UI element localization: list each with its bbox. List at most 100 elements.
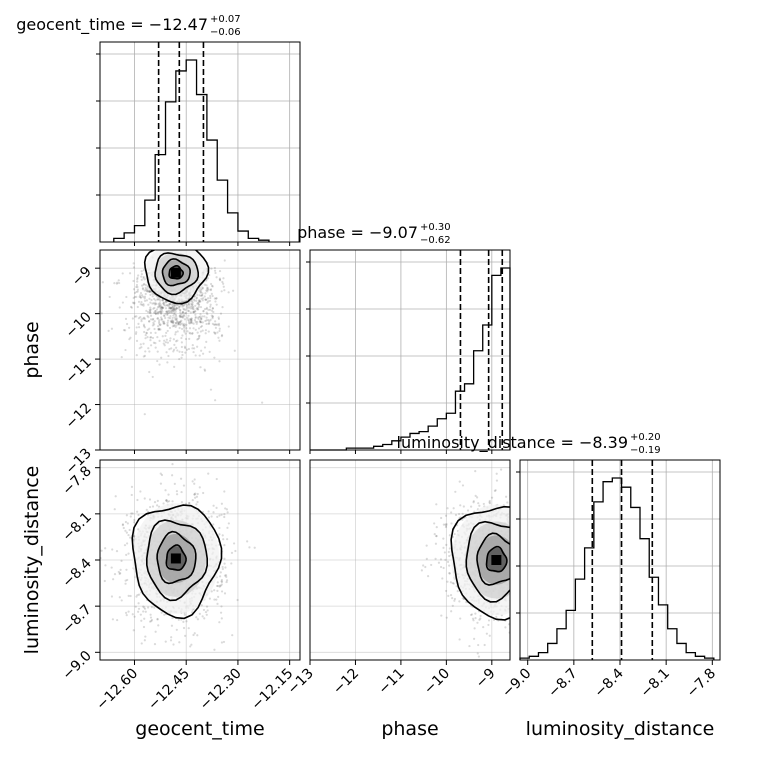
sample-point [523, 587, 525, 589]
sample-point [471, 617, 475, 620]
sample-point [175, 493, 179, 496]
sample-point [517, 575, 519, 577]
sample-point [162, 342, 165, 345]
sample-point [525, 576, 527, 578]
sample-point [183, 323, 186, 326]
sample-point [225, 508, 229, 511]
sample-point [494, 489, 497, 492]
sample-point [547, 578, 549, 580]
sample-point [148, 320, 151, 323]
sample-point [523, 576, 525, 578]
sample-point [193, 493, 196, 496]
sample-point [180, 345, 183, 349]
sample-point [444, 589, 448, 593]
sample-point [513, 552, 515, 554]
sample-point [549, 600, 551, 602]
y-tick-label-luminosity_distance: −8.7 [59, 602, 94, 637]
sample-point [536, 542, 538, 544]
sample-point [217, 317, 220, 321]
sample-point [136, 278, 139, 281]
sample-point [116, 281, 119, 284]
sample-point [142, 304, 145, 307]
sample-point [201, 299, 204, 302]
sample-point [176, 349, 179, 352]
sample-point [442, 523, 445, 526]
sample-point [182, 626, 186, 630]
y-tick-label-phase: −9 [69, 264, 95, 290]
sample-point [173, 324, 176, 327]
title-minus-geocent_time: −0.06 [210, 27, 241, 38]
sample-point [521, 630, 523, 632]
sample-point [153, 297, 156, 301]
sample-point [139, 296, 143, 299]
sample-point [561, 559, 563, 561]
sample-point [517, 551, 519, 553]
sample-point [160, 312, 163, 315]
sample-point [157, 305, 160, 308]
sample-point [512, 533, 514, 535]
sample-point [148, 505, 152, 509]
sample-point [193, 493, 196, 496]
sample-point [131, 613, 134, 616]
sample-point [440, 516, 443, 520]
sample-point [182, 620, 185, 623]
sample-point [522, 569, 524, 571]
sample-point [220, 335, 224, 338]
sample-point [152, 321, 155, 324]
sample-point [174, 313, 178, 316]
sample-point [448, 547, 451, 550]
sample-point [179, 309, 182, 312]
sample-point [154, 331, 157, 334]
sample-point [135, 339, 139, 342]
sample-point [162, 320, 166, 323]
sample-point [171, 325, 174, 328]
sample-point [458, 638, 461, 641]
sample-point [511, 560, 513, 562]
sample-point [180, 341, 183, 344]
sample-point [158, 322, 161, 325]
sample-point [193, 310, 197, 313]
sample-point [187, 627, 190, 630]
sample-point [204, 298, 207, 301]
sample-point [512, 540, 514, 542]
sample-point [225, 579, 229, 582]
sample-point [184, 351, 187, 354]
sample-point [555, 566, 557, 568]
sample-point [163, 322, 166, 325]
sample-point [477, 502, 480, 505]
sample-point [523, 609, 525, 611]
sample-point [513, 583, 515, 585]
sample-point [154, 311, 157, 314]
sample-point [516, 593, 518, 595]
sample-point [179, 322, 182, 325]
contour-3 [156, 530, 197, 585]
sample-point [164, 489, 167, 492]
sample-point [170, 320, 173, 323]
sample-point [554, 512, 556, 514]
sample-point [516, 548, 518, 550]
sample-point [446, 560, 450, 563]
sample-point [214, 323, 217, 326]
sample-point [182, 307, 185, 310]
sample-point [531, 560, 533, 562]
sample-point [132, 296, 135, 300]
sample-point [453, 532, 456, 536]
sample-point [222, 282, 225, 285]
sample-point [511, 583, 513, 585]
sample-point [517, 581, 519, 583]
sample-point [133, 302, 136, 305]
sample-point [205, 319, 208, 322]
sample-point [168, 303, 171, 306]
sample-point [166, 312, 169, 315]
sample-point [160, 306, 163, 310]
sample-point [441, 577, 444, 580]
sample-point [566, 537, 568, 539]
sample-point [529, 554, 531, 556]
sample-point [444, 523, 447, 526]
sample-point [164, 316, 167, 320]
sample-point [171, 616, 174, 620]
sample-point [143, 617, 146, 620]
sample-point [233, 349, 236, 352]
sample-point [127, 610, 130, 613]
sample-point [513, 550, 515, 552]
